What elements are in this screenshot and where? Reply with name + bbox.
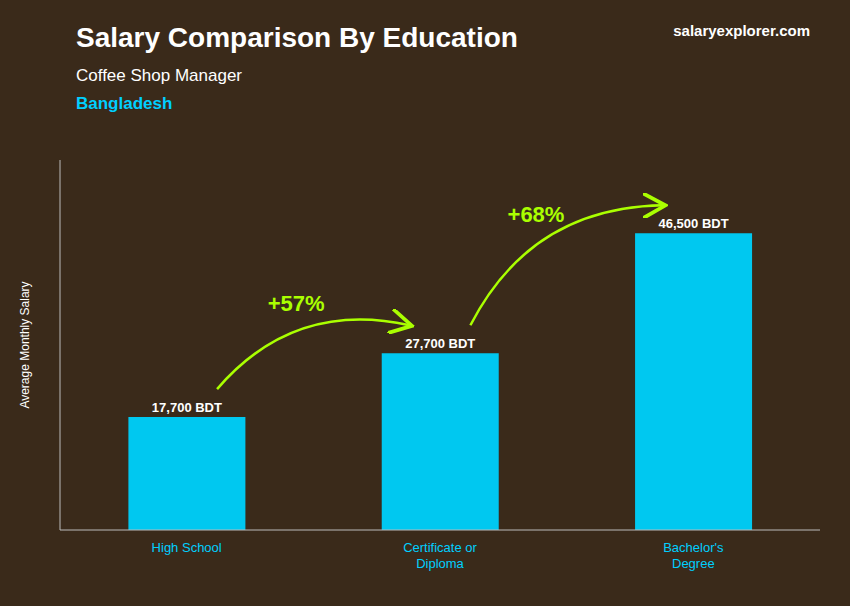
svg-text:+57%: +57% <box>268 291 325 316</box>
svg-text:46,500 BDT: 46,500 BDT <box>659 216 729 231</box>
svg-text:+68%: +68% <box>508 202 565 227</box>
svg-text:Certificate orDiploma: Certificate orDiploma <box>403 540 477 571</box>
svg-text:High School: High School <box>152 540 222 555</box>
html-text:salaryexplorer.com: salaryexplorer.com <box>673 22 810 39</box>
html-text:Coffee Shop Manager: Coffee Shop Manager <box>76 66 242 85</box>
html-text:Salary Comparison By Education: Salary Comparison By Education <box>76 22 518 53</box>
html-text:Bangladesh: Bangladesh <box>76 94 173 113</box>
svg-text:Bachelor'sDegree: Bachelor'sDegree <box>663 540 724 571</box>
svg-text:17,700 BDT: 17,700 BDT <box>152 400 222 415</box>
svg-text:Average Monthly Salary: Average Monthly Salary <box>18 281 32 408</box>
svg-text:27,700 BDT: 27,700 BDT <box>405 336 475 351</box>
